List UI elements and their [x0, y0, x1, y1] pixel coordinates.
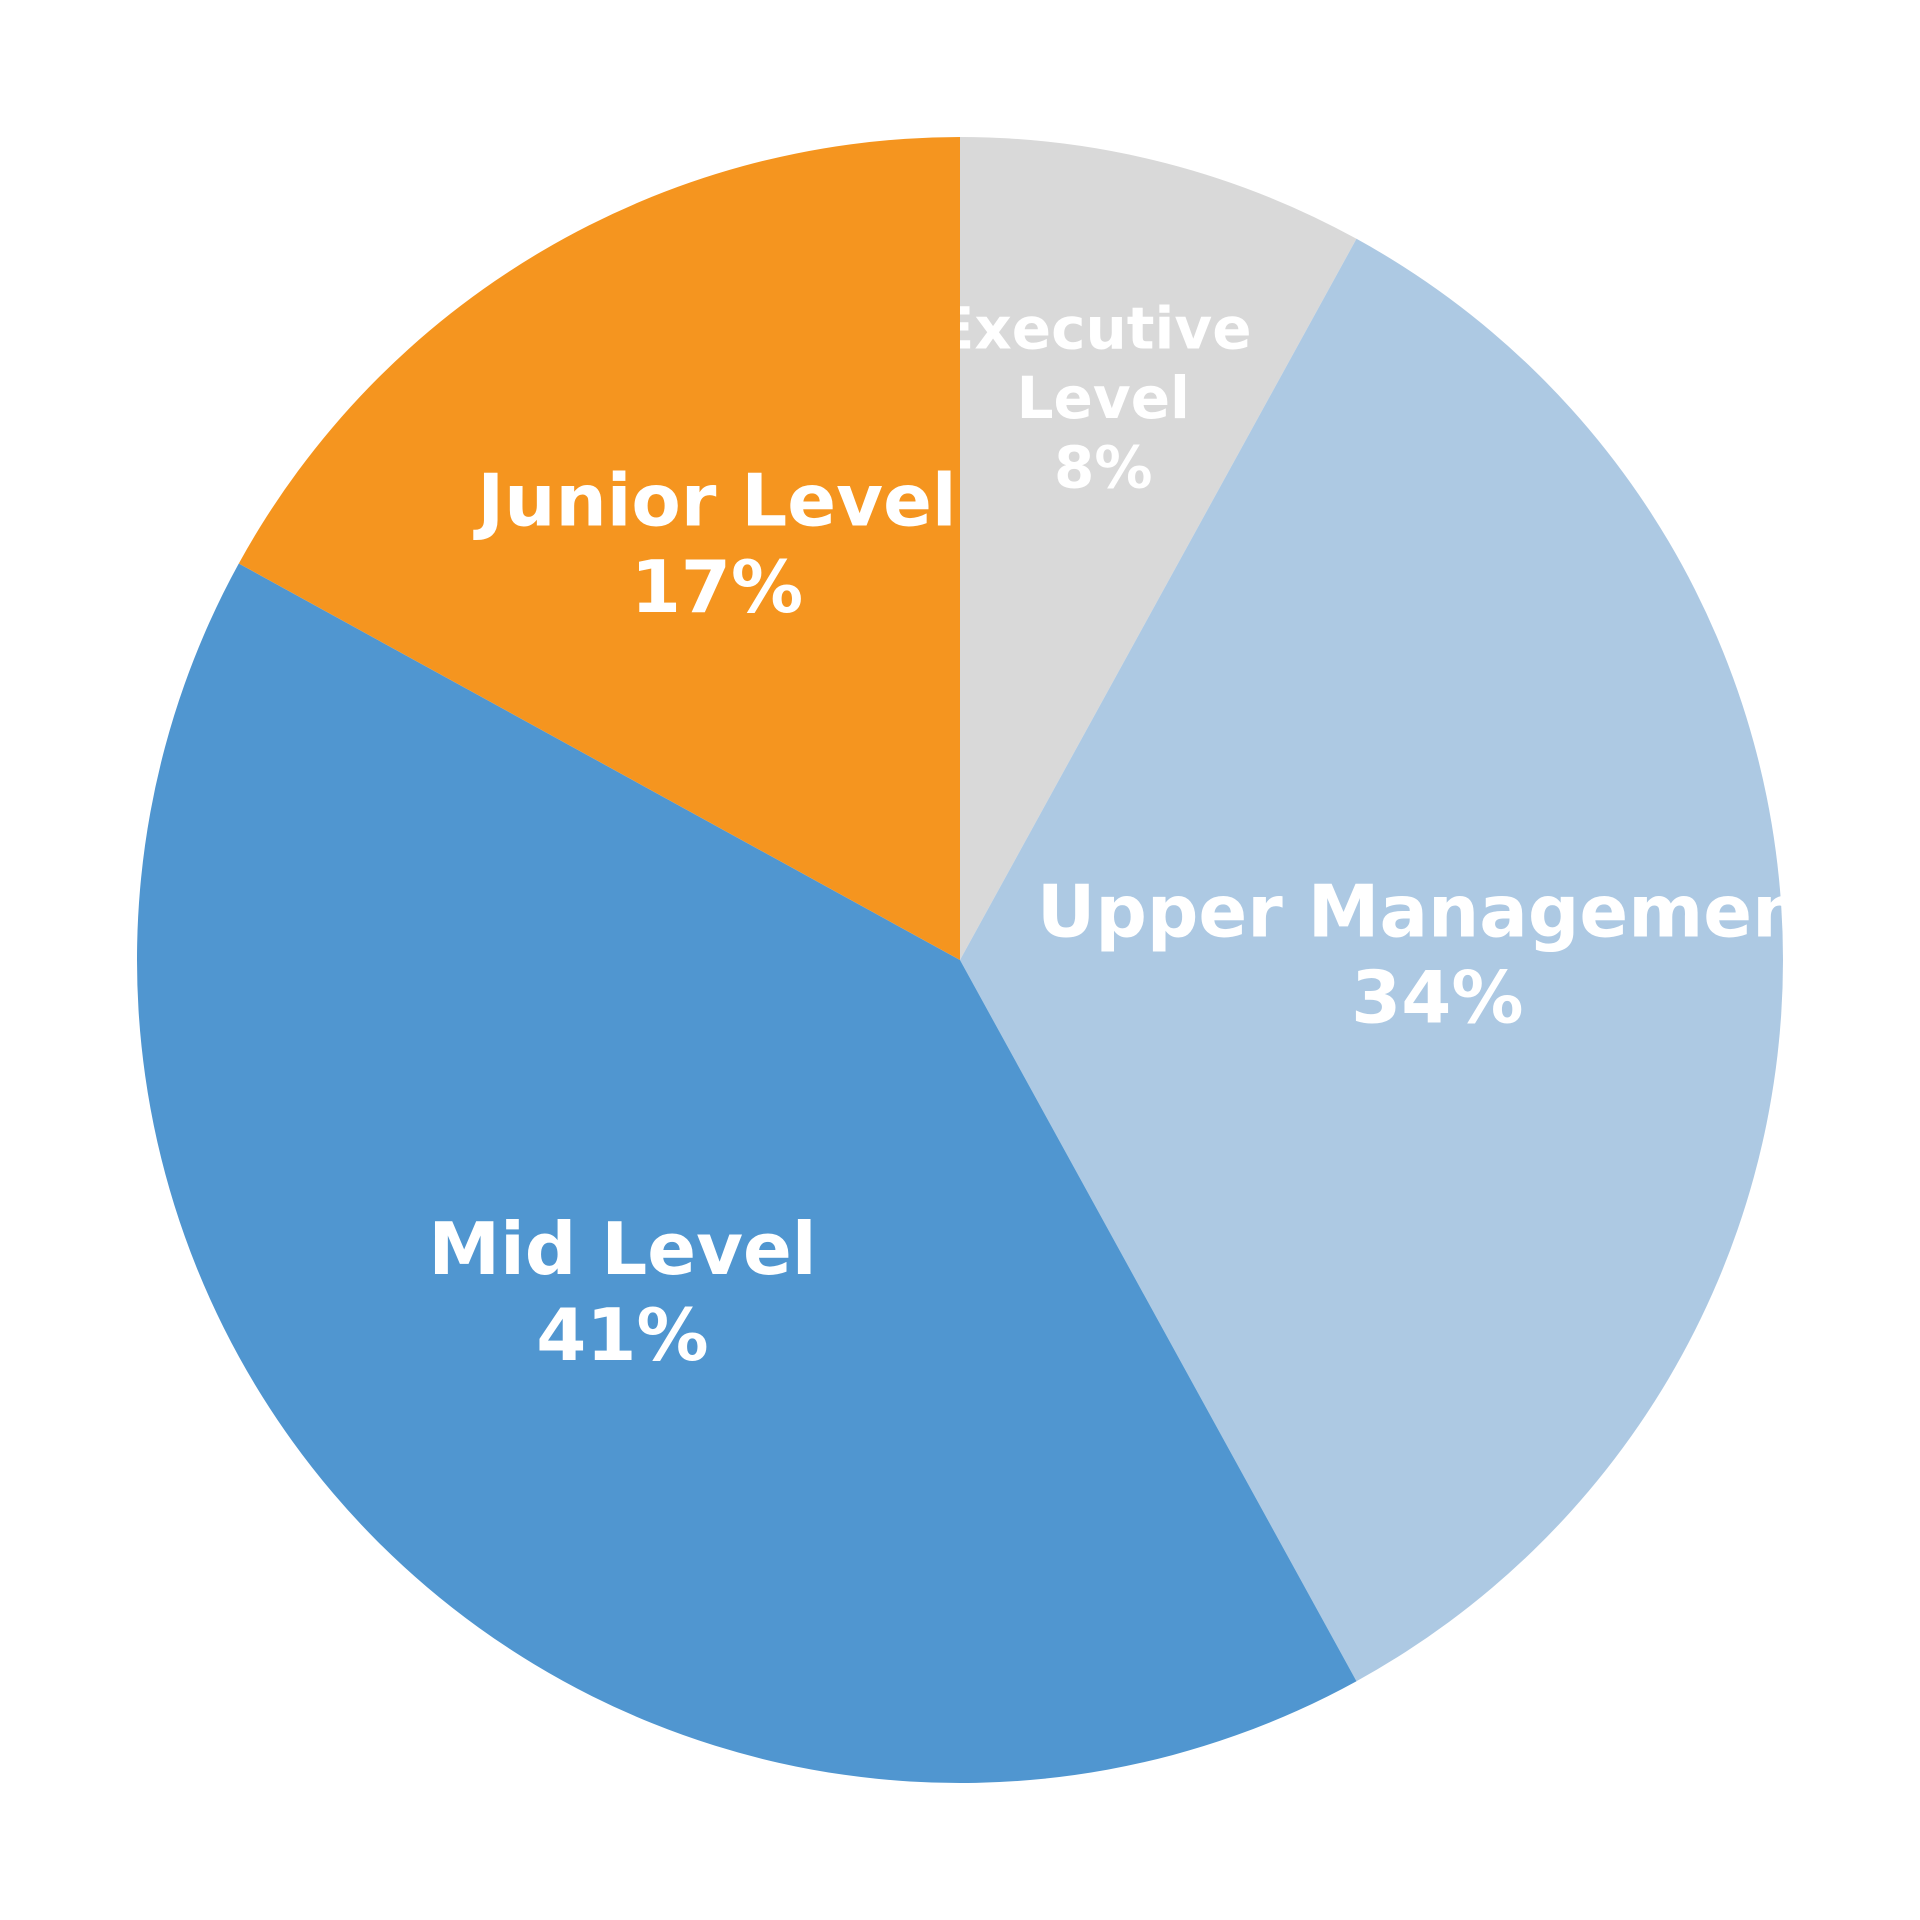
value-label: 17% — [631, 545, 803, 629]
slice-label: Mid Level — [428, 1207, 816, 1291]
value-label: 8% — [1054, 434, 1152, 502]
slice-label: Upper Management — [1037, 869, 1838, 953]
slice-label: Junior Level — [472, 458, 956, 542]
pie-slice — [238, 137, 960, 960]
pie-slice — [137, 563, 1357, 1784]
slice-label-line: Level — [1017, 364, 1190, 432]
slice-label-line: Executive — [935, 295, 1272, 363]
value-label: 34% — [1351, 956, 1523, 1040]
pie-slice — [960, 137, 1357, 960]
value-label: 41% — [536, 1293, 708, 1377]
slice-label: Executive Level — [935, 295, 1272, 433]
pie-slice — [960, 238, 1784, 1682]
